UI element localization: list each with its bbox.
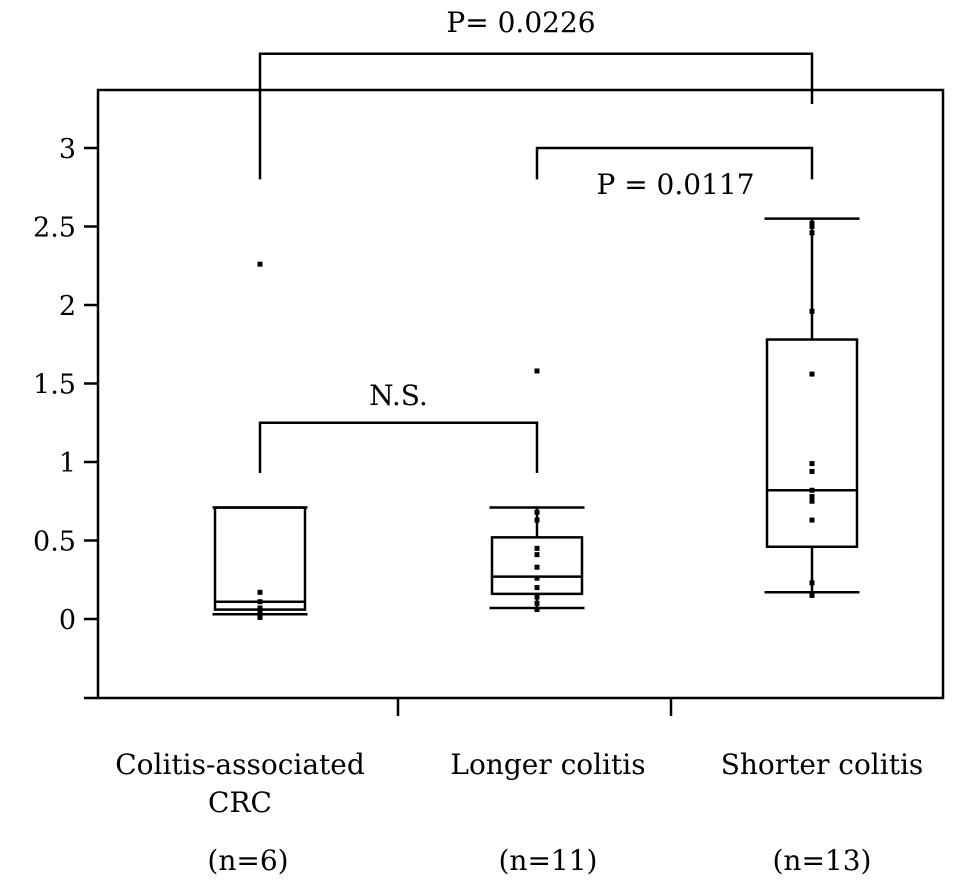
category-label: Longer colitis [450, 748, 645, 781]
category-label: Shorter colitis [721, 748, 924, 781]
data-point [534, 600, 540, 606]
data-point [534, 517, 540, 523]
data-point [257, 589, 263, 595]
data-point [257, 614, 263, 620]
data-point [809, 498, 815, 504]
box-group [764, 217, 860, 598]
significance-label: P= 0.0226 [446, 6, 595, 39]
data-point [257, 261, 263, 267]
bracket-line [258, 52, 814, 180]
data-point [809, 487, 815, 493]
y-tick-label: 3 [59, 134, 76, 165]
data-point [809, 517, 815, 523]
significance-brackets: P= 0.0226 P = 0.0117 N.S. [258, 6, 814, 473]
data-point [809, 230, 815, 236]
data-point [534, 564, 540, 570]
boxes [212, 217, 860, 620]
data-point [809, 468, 815, 474]
data-point [809, 371, 815, 377]
data-point [809, 461, 815, 467]
data-point [534, 575, 540, 581]
significance-label: N.S. [369, 379, 428, 412]
data-point [809, 592, 815, 598]
data-point [534, 607, 540, 613]
data-point [809, 224, 815, 229]
x-axis [396, 698, 673, 716]
sample-size-label: (n=13) [773, 844, 872, 877]
y-tick-label: 1.5 [33, 370, 76, 401]
box-group [489, 368, 585, 613]
category-labels: Colitis-associated CRC (n=6) Longer colitis… [115, 748, 923, 877]
data-point [809, 580, 815, 586]
category-label: Colitis-associated [115, 748, 365, 781]
box-group [212, 261, 308, 620]
data-point [257, 610, 263, 616]
data-point [809, 220, 815, 226]
data-point [534, 368, 540, 374]
significance-bracket: P = 0.0117 [535, 146, 814, 201]
category-label: CRC [208, 786, 272, 819]
data-point [534, 509, 540, 515]
data-point [534, 594, 540, 600]
data-point [534, 552, 540, 558]
y-tick-label: 2 [59, 291, 76, 322]
sample-size-label: (n=6) [207, 844, 288, 877]
y-axis: 0 0.5 1 1.5 2 2.5 3 [33, 134, 98, 700]
significance-label: P = 0.0117 [596, 168, 754, 201]
data-point [809, 308, 815, 314]
y-tick-label: 2.5 [33, 213, 76, 244]
data-point [257, 605, 263, 611]
sample-size-label: (n=11) [499, 844, 598, 877]
y-tick-label: 1 [59, 448, 76, 479]
plot-frame [96, 88, 945, 700]
data-point [534, 545, 540, 551]
box [490, 536, 584, 596]
data-point [534, 585, 540, 591]
y-tick-label: 0 [59, 605, 76, 636]
bracket-line [535, 146, 814, 180]
bracket-line [258, 421, 539, 473]
y-tick-label: 0.5 [33, 527, 76, 558]
box [765, 338, 859, 549]
significance-bracket: N.S. [258, 379, 539, 473]
data-point [809, 494, 815, 500]
data-point [257, 599, 263, 605]
significance-bracket: P= 0.0226 [258, 6, 814, 180]
